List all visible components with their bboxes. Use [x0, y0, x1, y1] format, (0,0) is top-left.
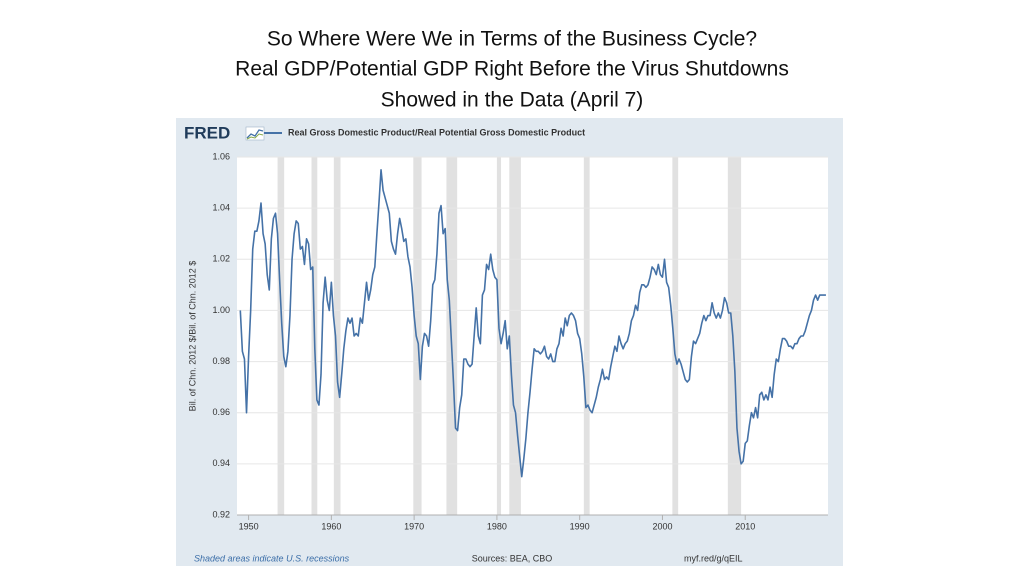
- x-tick-label: 1980: [487, 521, 507, 531]
- legend-label: Real Gross Domestic Product/Real Potenti…: [288, 127, 585, 137]
- recession-band: [509, 157, 521, 515]
- y-tick-label: 0.92: [212, 509, 230, 519]
- short-url: myf.red/g/qEIL: [684, 553, 743, 563]
- title-line: Showed in the Data (April 7): [381, 89, 644, 112]
- recession-band: [583, 157, 590, 515]
- recession-band: [672, 157, 679, 515]
- y-axis-label: Bil. of Chn. 2012 $/Bil. of Chn. 2012 $: [187, 261, 197, 412]
- y-tick-label: 0.98: [212, 356, 230, 366]
- recession-band: [413, 157, 422, 515]
- x-tick-label: 2000: [652, 521, 672, 531]
- y-tick-label: 1.06: [212, 151, 230, 161]
- y-tick-label: 0.94: [212, 458, 230, 468]
- y-tick-label: 1.00: [212, 305, 230, 315]
- x-tick-label: 1960: [321, 521, 341, 531]
- y-tick-label: 1.04: [212, 203, 230, 213]
- recession-band: [496, 157, 502, 515]
- title-line: So Where Were We in Terms of the Busines…: [267, 28, 757, 51]
- recession-band: [333, 157, 341, 515]
- recession-band: [277, 157, 285, 515]
- source: Sources: BEA, CBO: [472, 553, 553, 563]
- x-tick-label: 2010: [735, 521, 755, 531]
- fred-logo: FRED: [184, 123, 230, 142]
- x-tick-label: 1950: [239, 521, 259, 531]
- title-line: Real GDP/Potential GDP Right Before the …: [235, 58, 789, 81]
- recession-note: Shaded areas indicate U.S. recessions: [194, 553, 350, 563]
- logo-icon: [245, 126, 265, 141]
- recession-band: [727, 157, 742, 515]
- y-tick-label: 1.02: [212, 254, 230, 264]
- x-tick-label: 1970: [404, 521, 424, 531]
- series-line: [239, 168, 826, 478]
- plot: 0.92 0.94 0.96 0.98 1.00 1.02 1.04 1.06 1950 1960…: [212, 151, 828, 531]
- x-tick-label: 1990: [570, 521, 590, 531]
- y-tick-label: 0.96: [212, 407, 230, 417]
